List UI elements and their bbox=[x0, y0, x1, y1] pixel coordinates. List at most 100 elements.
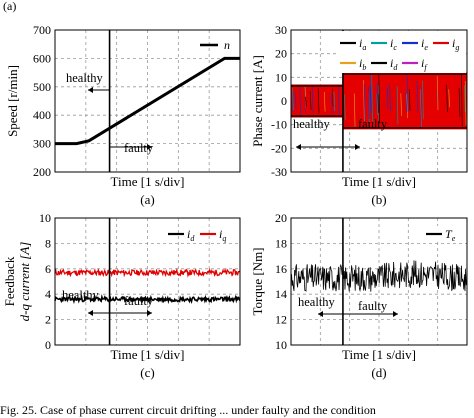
faulty-arrowhead bbox=[147, 310, 152, 316]
y-tick-label: 10 bbox=[39, 211, 51, 225]
phase-current-streak bbox=[363, 84, 366, 123]
phase-current-streak bbox=[406, 75, 409, 112]
y-tick-label: 200 bbox=[33, 165, 51, 179]
phase-current-streak bbox=[422, 80, 424, 120]
phase-current-streak bbox=[314, 95, 317, 105]
phase-current-streak bbox=[376, 93, 379, 115]
y-tick-label: 10 bbox=[275, 338, 287, 352]
panel-label: (c) bbox=[140, 365, 154, 380]
phase-current-streak bbox=[338, 87, 340, 116]
top-fragment-text: (a) bbox=[3, 0, 16, 13]
phase-current-streak bbox=[446, 84, 448, 113]
y-tick-label: 16 bbox=[275, 262, 287, 276]
y-tick-label: 0 bbox=[45, 338, 51, 352]
phase-current-streak bbox=[406, 93, 408, 119]
x-axis-label: Time [1 s/div] bbox=[111, 174, 185, 189]
faulty-arrowhead bbox=[355, 144, 360, 150]
phase-current-streak bbox=[377, 94, 380, 114]
phase-current-streak bbox=[353, 93, 356, 127]
y-axis-label: Phase current [A] bbox=[250, 55, 265, 147]
y-tick-label: 300 bbox=[33, 137, 51, 151]
iq-series-line bbox=[54, 267, 241, 278]
phase-current-streak bbox=[311, 85, 314, 114]
legend-i_d-label: id bbox=[390, 56, 398, 72]
legend-i_c-label: ic bbox=[390, 36, 397, 52]
phase-current-streak bbox=[408, 88, 411, 111]
healthy-arrowhead bbox=[318, 311, 323, 317]
panel-dq-current: 0 2 4 6 8 10 Feedback d-q current [A] Time [1… bbox=[2, 211, 241, 380]
phase-current-streak bbox=[317, 88, 320, 114]
y-tick-label: 600 bbox=[33, 51, 51, 65]
y-tick-label: 0 bbox=[281, 94, 287, 108]
phase-current-streak bbox=[332, 87, 334, 107]
phase-current-streak bbox=[373, 92, 375, 125]
x-axis-label: Time [1 s/div] bbox=[342, 174, 416, 189]
phase-current-streak bbox=[416, 80, 419, 113]
panel-label: (a) bbox=[140, 192, 154, 207]
phase-current-streak bbox=[396, 86, 399, 124]
legend-id-label: id bbox=[187, 227, 195, 243]
phase-current-streak bbox=[363, 79, 365, 122]
panel-phase-current: -30 -20 -10 0 10 20 30 Phase current [A] Time … bbox=[250, 23, 468, 207]
phase-current-streak bbox=[309, 91, 312, 110]
phase-current-streak bbox=[450, 83, 452, 117]
y-axis-label-second-line: d-q current [A] bbox=[17, 242, 32, 322]
y-tick-label: 12 bbox=[275, 313, 287, 327]
phase-current-streak bbox=[464, 80, 467, 126]
y-axis-label: Feedback bbox=[2, 256, 17, 306]
phase-current-streak bbox=[464, 85, 466, 112]
y-tick-label: 400 bbox=[33, 108, 51, 122]
y-tick-label: 20 bbox=[275, 47, 287, 61]
phase-current-streak bbox=[331, 93, 333, 115]
plot-frame bbox=[54, 29, 241, 173]
healthy-arrowhead bbox=[88, 87, 93, 93]
phase-current-streak bbox=[369, 85, 372, 113]
legend-background bbox=[424, 226, 466, 242]
y-tick-label: -10 bbox=[271, 118, 287, 132]
panel-label: (d) bbox=[371, 365, 386, 380]
faulty-annotation: faulty bbox=[124, 294, 154, 308]
healthy-annotation: healthy bbox=[293, 117, 331, 131]
legend-iq-label: iq bbox=[219, 227, 226, 243]
panel-speed: 200 300 400 500 600 700 Speed [r/min] Time [1… bbox=[5, 23, 241, 207]
phase-current-streak bbox=[448, 89, 450, 108]
y-axis-label: Speed [r/min] bbox=[5, 65, 20, 137]
legend-i_g-label: ig bbox=[452, 36, 459, 52]
y-tick-label: 30 bbox=[275, 23, 287, 37]
y-tick-label: 6 bbox=[45, 262, 51, 276]
y-tick-label: 2 bbox=[45, 313, 51, 327]
faulty-annotation: faulty bbox=[358, 299, 388, 313]
phase-current-streak bbox=[368, 86, 370, 119]
phase-current-streak bbox=[389, 84, 391, 111]
id-series-line bbox=[54, 294, 241, 305]
phase-current-streak bbox=[344, 94, 346, 121]
y-tick-label: 20 bbox=[275, 211, 287, 225]
phase-current-streak bbox=[292, 87, 294, 111]
faulty-arrowhead bbox=[147, 144, 152, 150]
y-tick-label: 4 bbox=[45, 287, 51, 301]
plot-frame bbox=[290, 29, 468, 173]
speed-series-line bbox=[55, 56, 240, 146]
phase-current-streak bbox=[426, 87, 429, 115]
legend-i_b-label: ib bbox=[359, 56, 366, 72]
phase-current-streak bbox=[405, 92, 408, 112]
phase-current-streak bbox=[458, 87, 461, 117]
phase-current-streak bbox=[386, 87, 389, 111]
faulty-annotation: faulty bbox=[358, 117, 388, 131]
torque-series-line bbox=[290, 260, 468, 292]
legend-background bbox=[338, 31, 466, 73]
phase-current-streak bbox=[305, 96, 307, 107]
y-tick-label: 18 bbox=[275, 236, 287, 250]
faulty-arrowhead bbox=[393, 311, 398, 317]
phase-current-streak bbox=[299, 85, 301, 118]
figure-caption: Fig. 25. Case of phase current circuit d… bbox=[0, 403, 376, 417]
phase-current-streak bbox=[333, 91, 336, 112]
healthy-arrowhead bbox=[88, 310, 93, 316]
phase-current-streak bbox=[400, 93, 402, 116]
phase-current-streak bbox=[328, 92, 331, 114]
plot-frame bbox=[290, 217, 468, 346]
phase-current-streak bbox=[436, 76, 439, 110]
phase-current-streak bbox=[429, 74, 431, 120]
